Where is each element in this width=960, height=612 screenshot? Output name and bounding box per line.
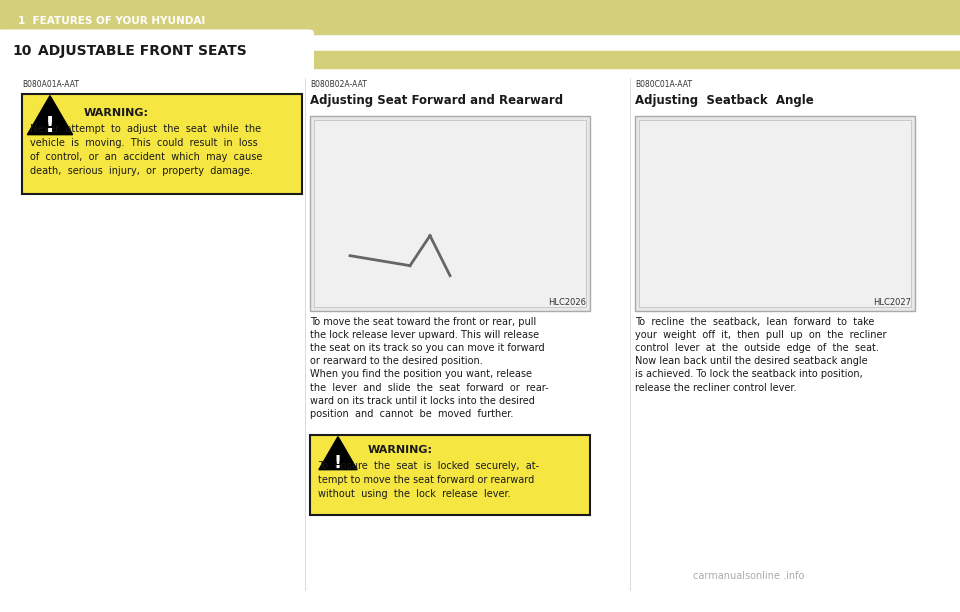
Text: Adjusting  Seatback  Angle: Adjusting Seatback Angle bbox=[635, 94, 814, 106]
Text: Never  attempt  to  adjust  the  seat  while  the
vehicle  is  moving.  This  co: Never attempt to adjust the seat while t… bbox=[30, 124, 262, 176]
FancyBboxPatch shape bbox=[310, 116, 590, 311]
Polygon shape bbox=[28, 95, 73, 135]
Text: carmanualsonline .info: carmanualsonline .info bbox=[693, 572, 804, 581]
Text: B080C01A-AAT: B080C01A-AAT bbox=[635, 80, 692, 89]
FancyBboxPatch shape bbox=[0, 29, 314, 72]
Text: 1  FEATURES OF YOUR HYUNDAI: 1 FEATURES OF YOUR HYUNDAI bbox=[18, 16, 205, 26]
Text: To  recline  the  seatback,  lean  forward  to  take
your  weight  off  it,  the: To recline the seatback, lean forward to… bbox=[635, 316, 886, 393]
Text: !: ! bbox=[334, 453, 342, 472]
Text: ADJUSTABLE FRONT SEATS: ADJUSTABLE FRONT SEATS bbox=[38, 44, 247, 58]
FancyBboxPatch shape bbox=[635, 116, 915, 311]
Text: To move the seat toward the front or rear, pull
the lock release lever upward. T: To move the seat toward the front or rea… bbox=[310, 316, 548, 419]
Text: B080B02A-AAT: B080B02A-AAT bbox=[310, 80, 367, 89]
FancyBboxPatch shape bbox=[314, 120, 586, 307]
Text: To  ensure  the  seat  is  locked  securely,  at-
tempt to move the seat forward: To ensure the seat is locked securely, a… bbox=[318, 461, 540, 499]
Text: !: ! bbox=[45, 116, 55, 136]
Bar bbox=[0, 0, 960, 34]
Bar bbox=[0, 51, 960, 68]
Text: WARNING:: WARNING: bbox=[368, 445, 433, 455]
Polygon shape bbox=[319, 436, 357, 469]
Text: WARNING:: WARNING: bbox=[84, 108, 149, 118]
FancyBboxPatch shape bbox=[0, 29, 313, 72]
FancyBboxPatch shape bbox=[22, 94, 302, 193]
FancyBboxPatch shape bbox=[639, 120, 911, 307]
Text: 10: 10 bbox=[12, 44, 32, 58]
Text: Adjusting Seat Forward and Rearward: Adjusting Seat Forward and Rearward bbox=[310, 94, 564, 106]
Text: HLC2026: HLC2026 bbox=[548, 297, 586, 307]
Text: HLC2027: HLC2027 bbox=[873, 297, 911, 307]
Text: B080A01A-AAT: B080A01A-AAT bbox=[22, 80, 79, 89]
FancyBboxPatch shape bbox=[310, 435, 590, 515]
